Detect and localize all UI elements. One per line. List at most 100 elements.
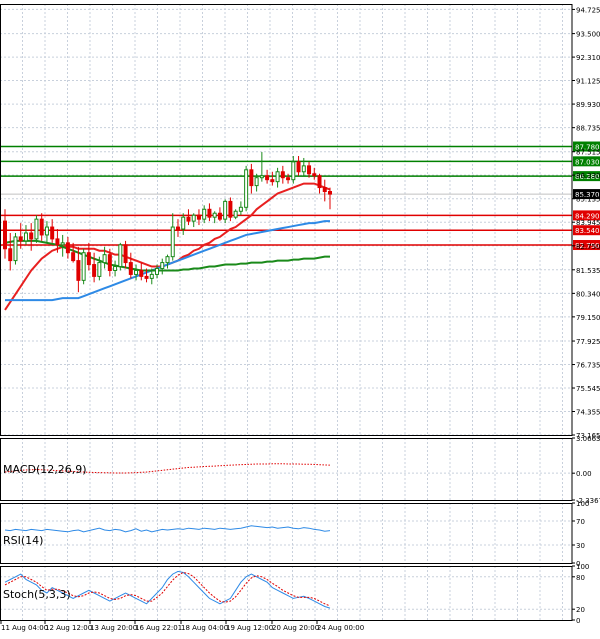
stoch-grid — [22, 566, 563, 620]
y-tick-label: 100 — [576, 563, 589, 571]
candle-body — [50, 226, 55, 240]
rsi-line — [0, 520, 572, 546]
y-tick-label: 3.0663 — [576, 435, 600, 443]
candle-body — [217, 212, 222, 220]
main-grid — [0, 4, 572, 436]
y-tick-label: 88.735 — [576, 125, 600, 133]
candle-body — [123, 244, 128, 264]
last-price-bg — [573, 189, 600, 200]
candle-body — [107, 254, 112, 271]
candle-body — [23, 232, 28, 242]
candle-body — [238, 206, 243, 212]
candle-body — [244, 169, 249, 208]
level-label-bg — [573, 141, 600, 152]
last-price-label: 85.370 — [575, 191, 600, 199]
candle-body — [65, 242, 70, 254]
y-tick-label: 87.515 — [576, 149, 600, 157]
candle-body — [286, 177, 291, 181]
level-label: 86.280 — [575, 173, 600, 181]
candle-body — [113, 266, 118, 271]
candle-body — [3, 220, 7, 250]
y-tick-label: 93.500 — [576, 31, 600, 39]
candle-body — [139, 269, 144, 277]
y-tick-label: 86.330 — [576, 172, 600, 180]
candle-body — [76, 260, 81, 281]
panel-frame-stoch — [0, 566, 573, 621]
candle-body — [317, 175, 322, 189]
candle-body — [207, 208, 212, 218]
y-tick-label: 100 — [576, 500, 589, 508]
candle-body — [249, 169, 254, 187]
level-label: 87.030 — [575, 158, 600, 166]
macd-signal-line — [4, 463, 331, 474]
y-tick-label: 74.355 — [576, 409, 600, 417]
y-tick-label: 92.310 — [576, 54, 600, 62]
moving-averages — [4, 182, 331, 311]
level-label-bg — [573, 225, 600, 236]
stoch-title: Stoch(5,3,3) — [3, 588, 71, 601]
y-tick-label: 70 — [576, 518, 585, 526]
candle-body — [71, 252, 76, 262]
panel-frames — [0, 4, 573, 621]
candle-body — [34, 218, 39, 240]
y-tick-label: 73.165 — [576, 432, 600, 440]
level-label: 87.780 — [575, 144, 600, 152]
candle-body — [259, 175, 264, 179]
candle-body — [265, 175, 270, 181]
candle-body — [270, 179, 275, 183]
moving-average-line-1 — [4, 182, 331, 311]
stoch-k-line — [4, 570, 331, 609]
y-tick-label: 83.945 — [576, 219, 600, 227]
candle-body — [296, 161, 301, 173]
x-tick-label: 12 Aug 12:00 — [45, 624, 92, 632]
candle-body — [102, 254, 107, 264]
candle-body — [280, 171, 285, 179]
candle-body — [13, 236, 18, 262]
candle-body — [60, 242, 65, 246]
x-tick-label: 24 Aug 00:00 — [317, 624, 364, 632]
y-tick-label: 89.930 — [576, 101, 600, 109]
candle-body — [86, 252, 91, 266]
y-tick-label: 30 — [576, 542, 585, 550]
rsi-line — [4, 525, 331, 533]
candle-body — [92, 264, 97, 277]
candle-body — [118, 244, 123, 268]
candle-body — [29, 232, 34, 240]
candle-body — [223, 200, 228, 220]
candle-body — [134, 269, 139, 275]
candle-body — [233, 210, 238, 218]
candle-body — [307, 165, 312, 175]
y-tick-label: 82.750 — [576, 243, 600, 251]
panel-frame-rsi — [0, 503, 573, 564]
x-tick-label: 16 Aug 22:01 — [135, 624, 182, 632]
candle-body — [291, 161, 296, 181]
y-tick-label: 85.135 — [576, 196, 600, 204]
y-tick-label: -2.3367 — [576, 497, 600, 505]
level-label-bg — [573, 171, 600, 182]
level-label-bg — [573, 210, 600, 221]
candle-body — [155, 268, 160, 275]
candle-body — [312, 173, 317, 177]
panel-frame-macd — [0, 438, 573, 501]
candle-body — [275, 171, 280, 183]
panel-frame-main — [0, 4, 573, 436]
candle-body — [160, 262, 165, 270]
y-tick-label: 75.545 — [576, 385, 600, 393]
candle-body — [212, 212, 217, 218]
candle-body — [97, 262, 102, 277]
candle-body — [8, 248, 13, 262]
macd-grid — [22, 438, 563, 500]
horizontal-levels: 87.780 87.030 86.280 84.290 83.540 82.790 85.3… — [0, 141, 600, 251]
level-label-bg — [573, 156, 600, 167]
y-tick-label: 81.535 — [576, 267, 600, 275]
candle-body — [196, 214, 201, 220]
candle-body — [301, 165, 306, 173]
candle-body — [39, 218, 44, 236]
candle-body — [202, 208, 207, 220]
y-tick-label: 0 — [576, 617, 580, 625]
candle-body — [322, 187, 327, 193]
macd-signal-line — [0, 463, 572, 474]
level-label: 82.790 — [575, 242, 600, 250]
candle-body — [228, 200, 233, 218]
